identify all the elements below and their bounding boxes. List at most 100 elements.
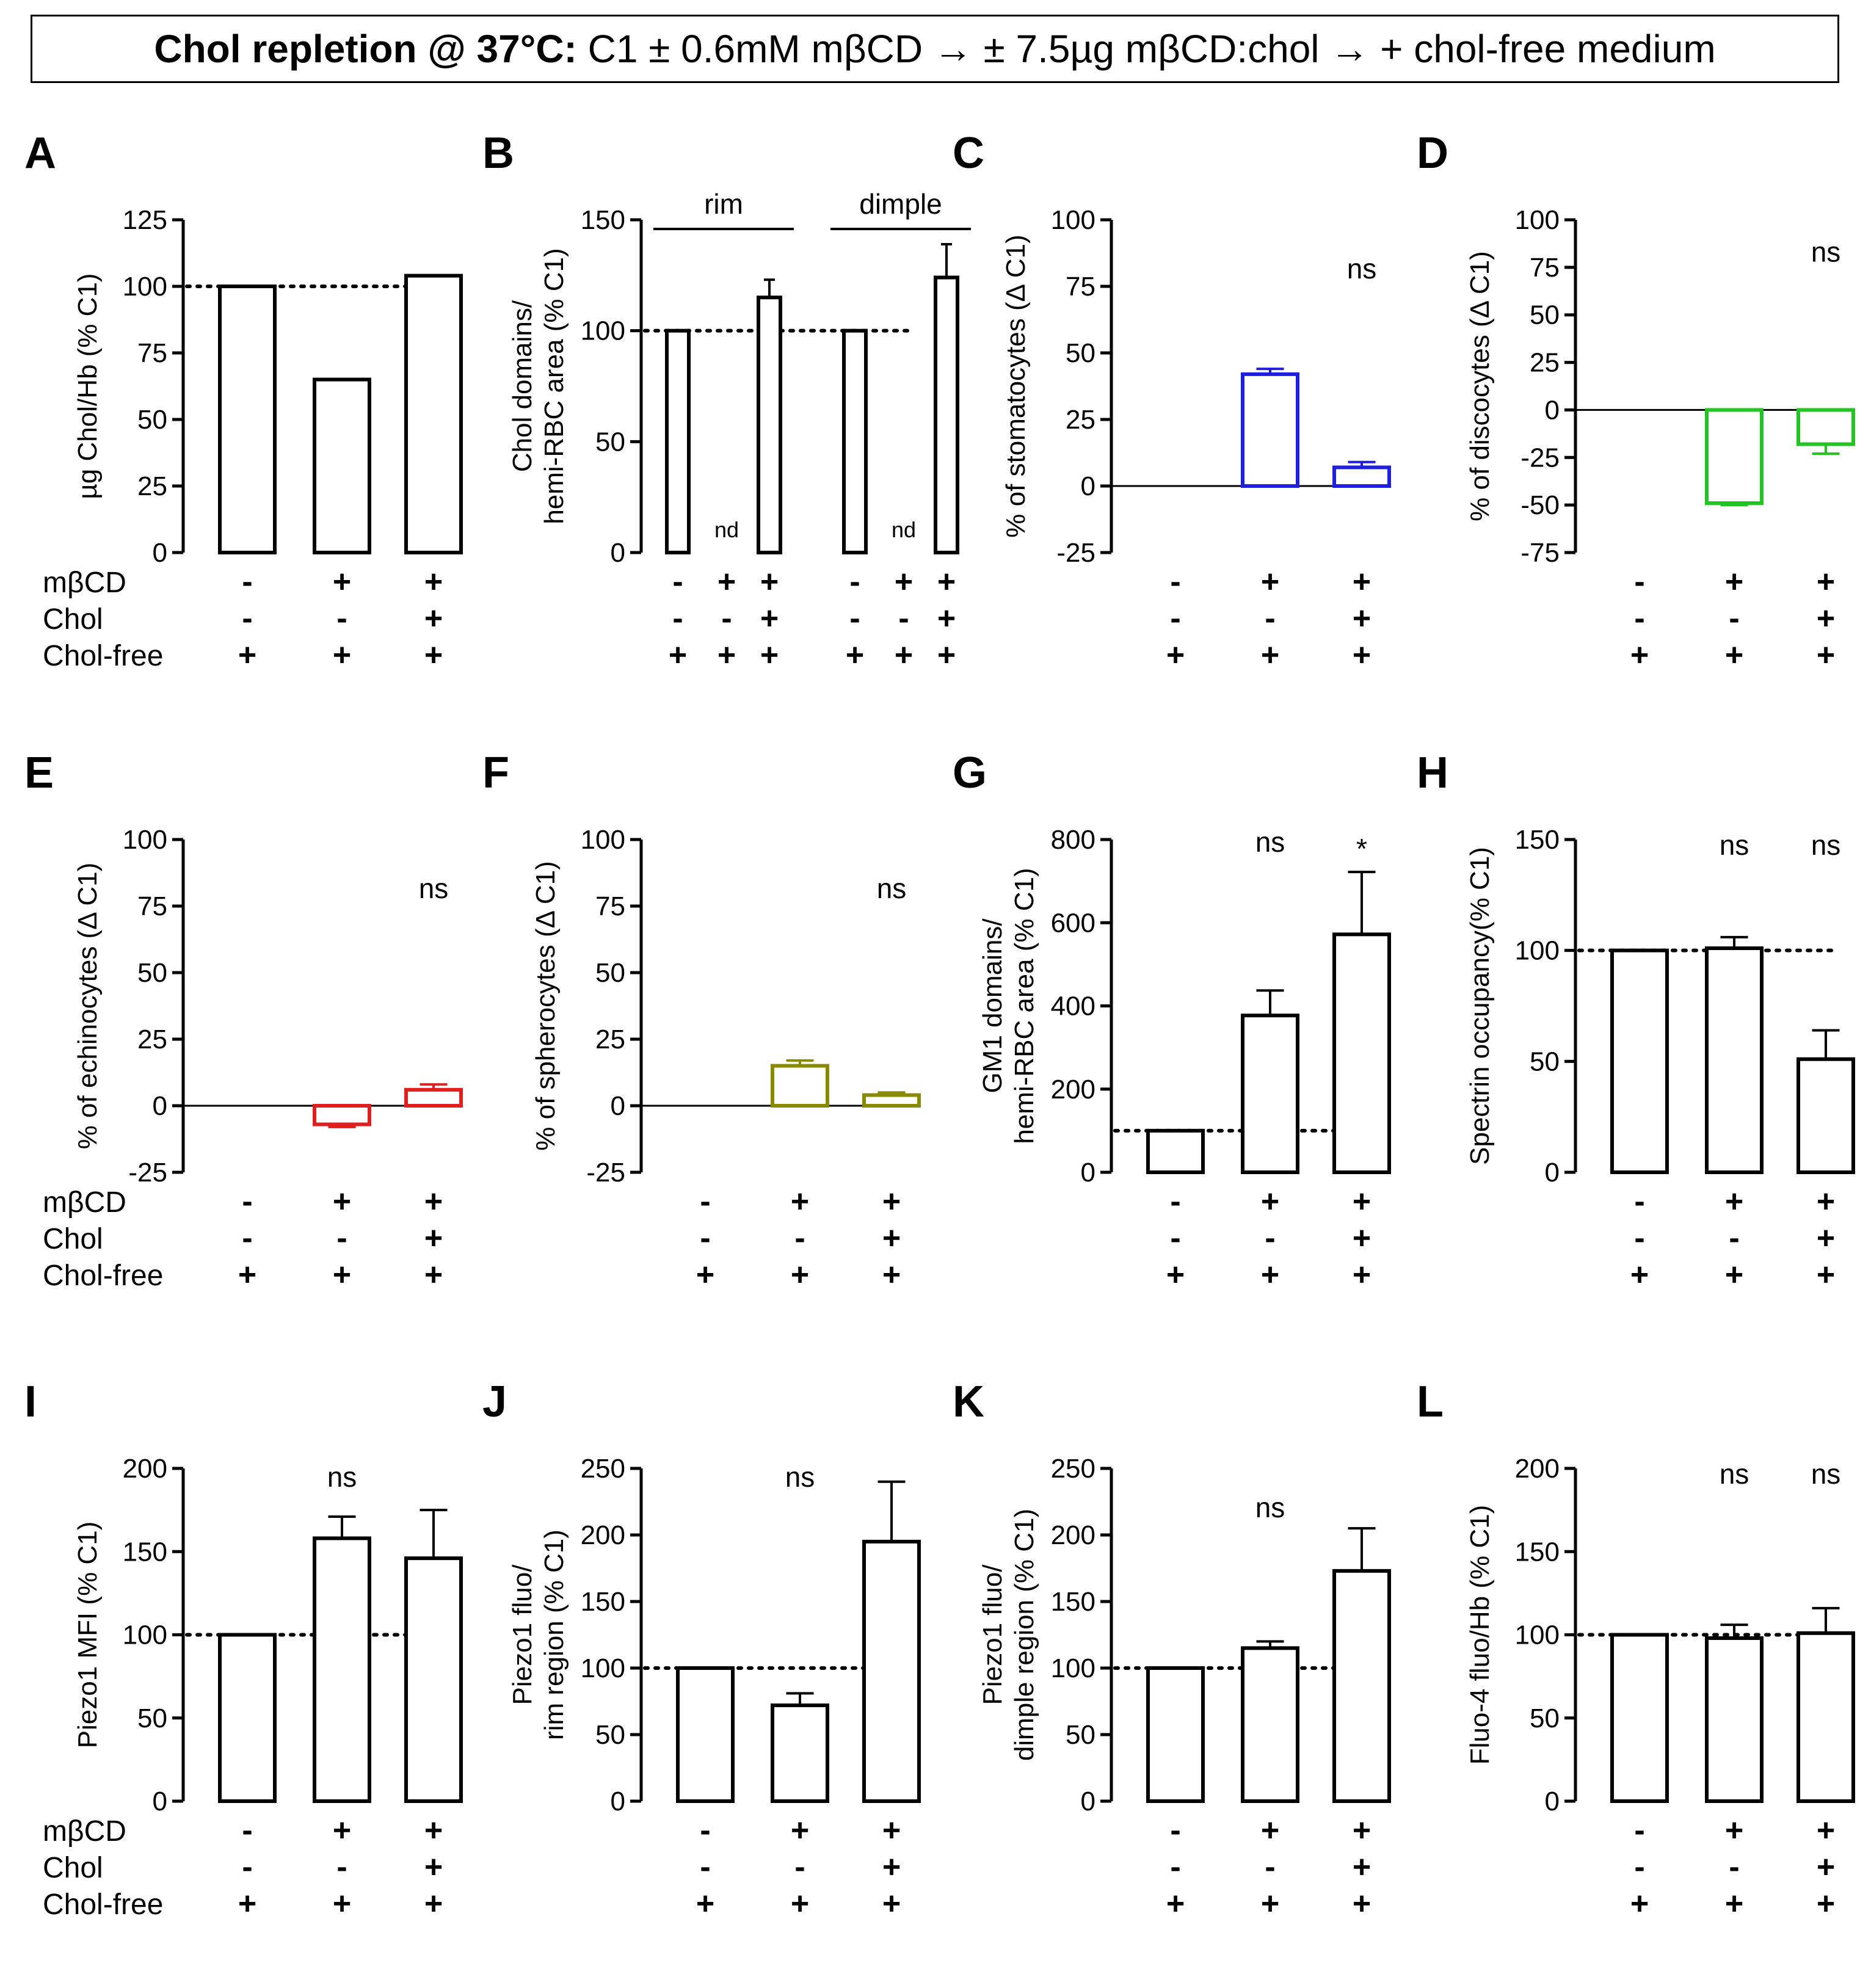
condition-sign: - — [1634, 1849, 1644, 1885]
y-axis-title-line: rim region (% C1) — [539, 1529, 569, 1740]
y-tick-label: 50 — [1530, 300, 1560, 330]
y-tick-label: 50 — [595, 958, 625, 988]
bar — [757, 296, 782, 554]
annotation-ns: ns — [785, 1461, 815, 1493]
condition-sign: + — [424, 1184, 443, 1219]
condition-sign: + — [760, 564, 779, 600]
row-label-2: Chol-free — [43, 1260, 163, 1292]
condition-sign: - — [1265, 601, 1275, 636]
condition-sign: + — [882, 1886, 901, 1921]
condition-sign: - — [1634, 1221, 1644, 1256]
y-tick-label: 100 — [123, 825, 167, 855]
y-axis-title: % of echinocytes (Δ C1) — [73, 863, 103, 1150]
chart-I: 0 50 100 150 200 Piezo1 MFI (% C1) ns mβCD Chol C… — [43, 1454, 463, 1921]
condition-sign: + — [238, 637, 256, 673]
condition-sign: + — [1166, 1257, 1185, 1293]
panel-label-B: B — [482, 129, 514, 178]
condition-sign: - — [1170, 1813, 1180, 1848]
condition-sign: + — [1725, 1257, 1743, 1293]
y-tick-label: 25 — [595, 1025, 625, 1054]
condition-sign: + — [238, 1886, 256, 1921]
y-tick-label: 100 — [1515, 1620, 1560, 1650]
y-axis-title-line: % of echinocytes (Δ C1) — [73, 863, 103, 1150]
y-tick-label: -25 — [128, 1158, 167, 1188]
bar — [665, 328, 691, 554]
bar — [1797, 1631, 1855, 1803]
condition-sign: - — [1170, 1849, 1180, 1885]
row-label-2: Chol-free — [43, 640, 163, 672]
row-label-0: mβCD — [43, 1186, 126, 1219]
bar — [313, 1104, 371, 1126]
panel-label-L: L — [1417, 1377, 1444, 1426]
panel-label-K: K — [953, 1377, 984, 1426]
annotation-nd: nd — [714, 517, 739, 542]
condition-sign: + — [333, 564, 351, 600]
condition-sign: + — [1353, 1886, 1371, 1921]
y-tick-label: 400 — [1051, 992, 1095, 1021]
y-tick-label: 200 — [1515, 1454, 1560, 1484]
y-tick-label: 0 — [1081, 471, 1095, 501]
y-tick-label: 50 — [595, 1720, 625, 1750]
bar — [1146, 1128, 1205, 1174]
y-axis-title-line: Piezo1 fluo/ — [507, 1564, 537, 1705]
condition-sign: + — [238, 1257, 256, 1293]
condition-sign: - — [336, 1221, 347, 1256]
condition-sign: - — [1634, 1813, 1644, 1848]
chart-A: 0 25 50 75 100 125 µg Chol/Hb (% C1) mβCD Chol Ch… — [43, 205, 463, 673]
condition-sign: - — [794, 1221, 805, 1256]
condition-sign: + — [1261, 1886, 1279, 1921]
y-axis-title-line: Spectrin occupancy(% C1) — [1465, 847, 1495, 1165]
condition-sign: + — [696, 1886, 714, 1921]
annotation-ns: ns — [1811, 236, 1841, 268]
y-tick-label: 50 — [1066, 338, 1095, 368]
y-tick-label: 75 — [137, 338, 167, 368]
condition-sign: + — [718, 564, 736, 600]
y-tick-label: 800 — [1051, 825, 1095, 855]
y-axis-title: % of spherocytes (Δ C1) — [531, 861, 561, 1150]
condition-sign: + — [1817, 564, 1835, 600]
y-axis-title-line: hemi-RBC area (% C1) — [1009, 868, 1039, 1144]
condition-sign: + — [1725, 1886, 1743, 1921]
y-tick-label: 75 — [1066, 272, 1095, 302]
bar — [404, 1087, 463, 1108]
annotation-ns: ns — [1811, 829, 1841, 861]
condition-sign: + — [718, 637, 736, 673]
y-tick-label: -50 — [1520, 490, 1560, 520]
y-tick-label: -25 — [1520, 443, 1560, 473]
bar — [218, 1633, 277, 1803]
condition-sign: - — [1265, 1849, 1275, 1885]
y-tick-label: 50 — [1530, 1703, 1560, 1733]
chart-E: -25 0 25 50 75 100 % of echinocytes (Δ C1) ns mβ… — [43, 825, 463, 1293]
annotation-ns: ns — [1255, 1492, 1285, 1523]
panel-label-A: A — [24, 129, 56, 178]
condition-sign: + — [1725, 637, 1743, 673]
bar — [862, 1539, 921, 1803]
bar — [218, 285, 277, 554]
condition-sign: - — [721, 601, 732, 636]
condition-sign: + — [333, 1813, 351, 1848]
y-tick-label: -75 — [1520, 538, 1560, 568]
panel-C: C -25 0 25 50 75 100 % of stomatocytes (Δ C1) ns… — [953, 128, 1391, 678]
condition-sign: + — [1630, 1257, 1649, 1293]
chart-K: 0 50 100 150 200 250 Piezo1 fluo/dimple region… — [978, 1454, 1391, 1921]
panel-label-H: H — [1417, 749, 1448, 797]
group-label-rim: rim — [704, 188, 743, 220]
condition-sign: + — [882, 1813, 901, 1848]
condition-sign: + — [937, 637, 956, 673]
y-tick-label: 600 — [1051, 908, 1095, 938]
y-tick-label: 0 — [1545, 395, 1560, 425]
y-tick-label: 0 — [1545, 1787, 1560, 1816]
y-tick-label: 100 — [581, 316, 625, 346]
y-axis-title-line: % of discocytes (Δ C1) — [1465, 251, 1495, 521]
condition-sign: + — [846, 637, 864, 673]
condition-sign: + — [1817, 1184, 1835, 1219]
condition-sign: + — [1630, 637, 1649, 673]
y-axis-title: % of discocytes (Δ C1) — [1465, 251, 1495, 521]
panel-label-I: I — [24, 1377, 37, 1426]
chart-C: -25 0 25 50 75 100 % of stomatocytes (Δ C1) ns -… — [1001, 205, 1391, 673]
row-label-0: mβCD — [43, 1815, 126, 1848]
y-tick-label: 100 — [1515, 936, 1560, 966]
condition-sign: + — [791, 1886, 809, 1921]
bar — [934, 275, 959, 554]
